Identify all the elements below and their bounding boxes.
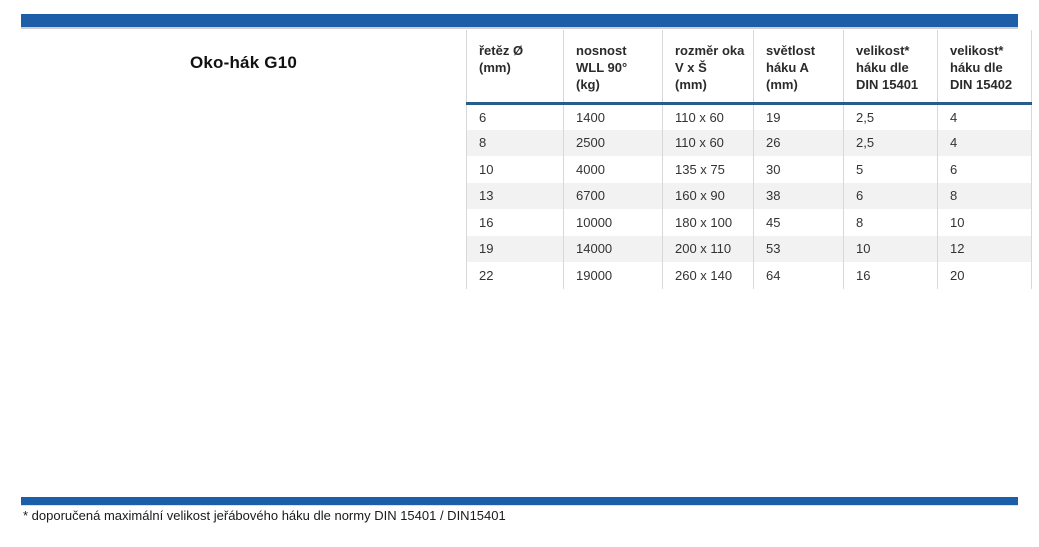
table-cell: 1400 bbox=[563, 103, 663, 130]
table-cell: 4 bbox=[937, 129, 1032, 156]
table-cell: 30 bbox=[753, 156, 844, 183]
column-header: velikost* háku dle DIN 15402 bbox=[937, 30, 1032, 105]
table-row: 13 6700 160 x 90 38 6 8 bbox=[466, 182, 1032, 209]
table-cell: 19000 bbox=[563, 262, 663, 289]
table-cell: 6 bbox=[937, 156, 1032, 183]
table-cell: 16 bbox=[466, 209, 564, 236]
table-cell: 16 bbox=[843, 262, 938, 289]
table-cell: 200 x 110 bbox=[662, 235, 754, 262]
table-cell: 4 bbox=[937, 103, 1032, 130]
column-header: nosnost WLL 90° (kg) bbox=[563, 30, 663, 105]
table-cell: 10 bbox=[843, 235, 938, 262]
header-row: řetěz Ø (mm) nosnost WLL 90° (kg) rozměr o… bbox=[466, 30, 1032, 105]
column-header: světlost háku A (mm) bbox=[753, 30, 844, 105]
table-cell: 6700 bbox=[563, 182, 663, 209]
table-cell: 19 bbox=[753, 103, 844, 130]
table-cell: 160 x 90 bbox=[662, 182, 754, 209]
table-row: 22 19000 260 x 140 64 16 20 bbox=[466, 262, 1032, 289]
table-cell: 4000 bbox=[563, 156, 663, 183]
table-cell: 10 bbox=[937, 209, 1032, 236]
table-cell: 180 x 100 bbox=[662, 209, 754, 236]
table-cell: 45 bbox=[753, 209, 844, 236]
table-cell: 14000 bbox=[563, 235, 663, 262]
table-cell: 135 x 75 bbox=[662, 156, 754, 183]
table-cell: 2,5 bbox=[843, 103, 938, 130]
table-row: 8 2500 110 x 60 26 2,5 4 bbox=[466, 129, 1032, 156]
table-cell: 10000 bbox=[563, 209, 663, 236]
column-header: velikost* háku dle DIN 15401 bbox=[843, 30, 938, 105]
product-title: Oko-hák G10 bbox=[189, 53, 298, 72]
table-cell: 64 bbox=[753, 262, 844, 289]
table-row: 10 4000 135 x 75 30 5 6 bbox=[466, 156, 1032, 183]
table-cell: 19 bbox=[466, 235, 564, 262]
spec-table-header: řetěz Ø (mm) nosnost WLL 90° (kg) rozměr o… bbox=[466, 30, 1032, 105]
table-cell: 12 bbox=[937, 235, 1032, 262]
table-cell: 2,5 bbox=[843, 129, 938, 156]
spec-table: řetěz Ø (mm) nosnost WLL 90° (kg) rozměr o… bbox=[466, 30, 1032, 289]
table-cell: 110 x 60 bbox=[662, 103, 754, 130]
table-cell: 10 bbox=[466, 156, 564, 183]
spec-table-body: 6 1400 110 x 60 19 2,5 4 8 2500 110 x 60 26 2,5 4 10… bbox=[466, 103, 1032, 289]
table-cell: 22 bbox=[466, 262, 564, 289]
table-cell: 53 bbox=[753, 235, 844, 262]
column-header: řetěz Ø (mm) bbox=[466, 30, 564, 105]
table-cell: 8 bbox=[466, 129, 564, 156]
footnote: * doporučená maximální velikost jeřábové… bbox=[23, 508, 506, 523]
table-cell: 6 bbox=[466, 103, 564, 130]
table-cell: 6 bbox=[843, 182, 938, 209]
table-row: 6 1400 110 x 60 19 2,5 4 bbox=[466, 103, 1032, 130]
table-cell: 260 x 140 bbox=[662, 262, 754, 289]
bottom-divider-bar bbox=[21, 497, 1018, 505]
table-cell: 20 bbox=[937, 262, 1032, 289]
table-cell: 2500 bbox=[563, 129, 663, 156]
table-row: 16 10000 180 x 100 45 8 10 bbox=[466, 209, 1032, 236]
table-cell: 5 bbox=[843, 156, 938, 183]
top-divider-bar bbox=[21, 14, 1018, 27]
table-cell: 110 x 60 bbox=[662, 129, 754, 156]
table-cell: 38 bbox=[753, 182, 844, 209]
table-cell: 26 bbox=[753, 129, 844, 156]
table-cell: 8 bbox=[843, 209, 938, 236]
table-row: 19 14000 200 x 110 53 10 12 bbox=[466, 235, 1032, 262]
table-cell: 13 bbox=[466, 182, 564, 209]
table-cell: 8 bbox=[937, 182, 1032, 209]
column-header: rozměr oka V x Š (mm) bbox=[662, 30, 754, 105]
